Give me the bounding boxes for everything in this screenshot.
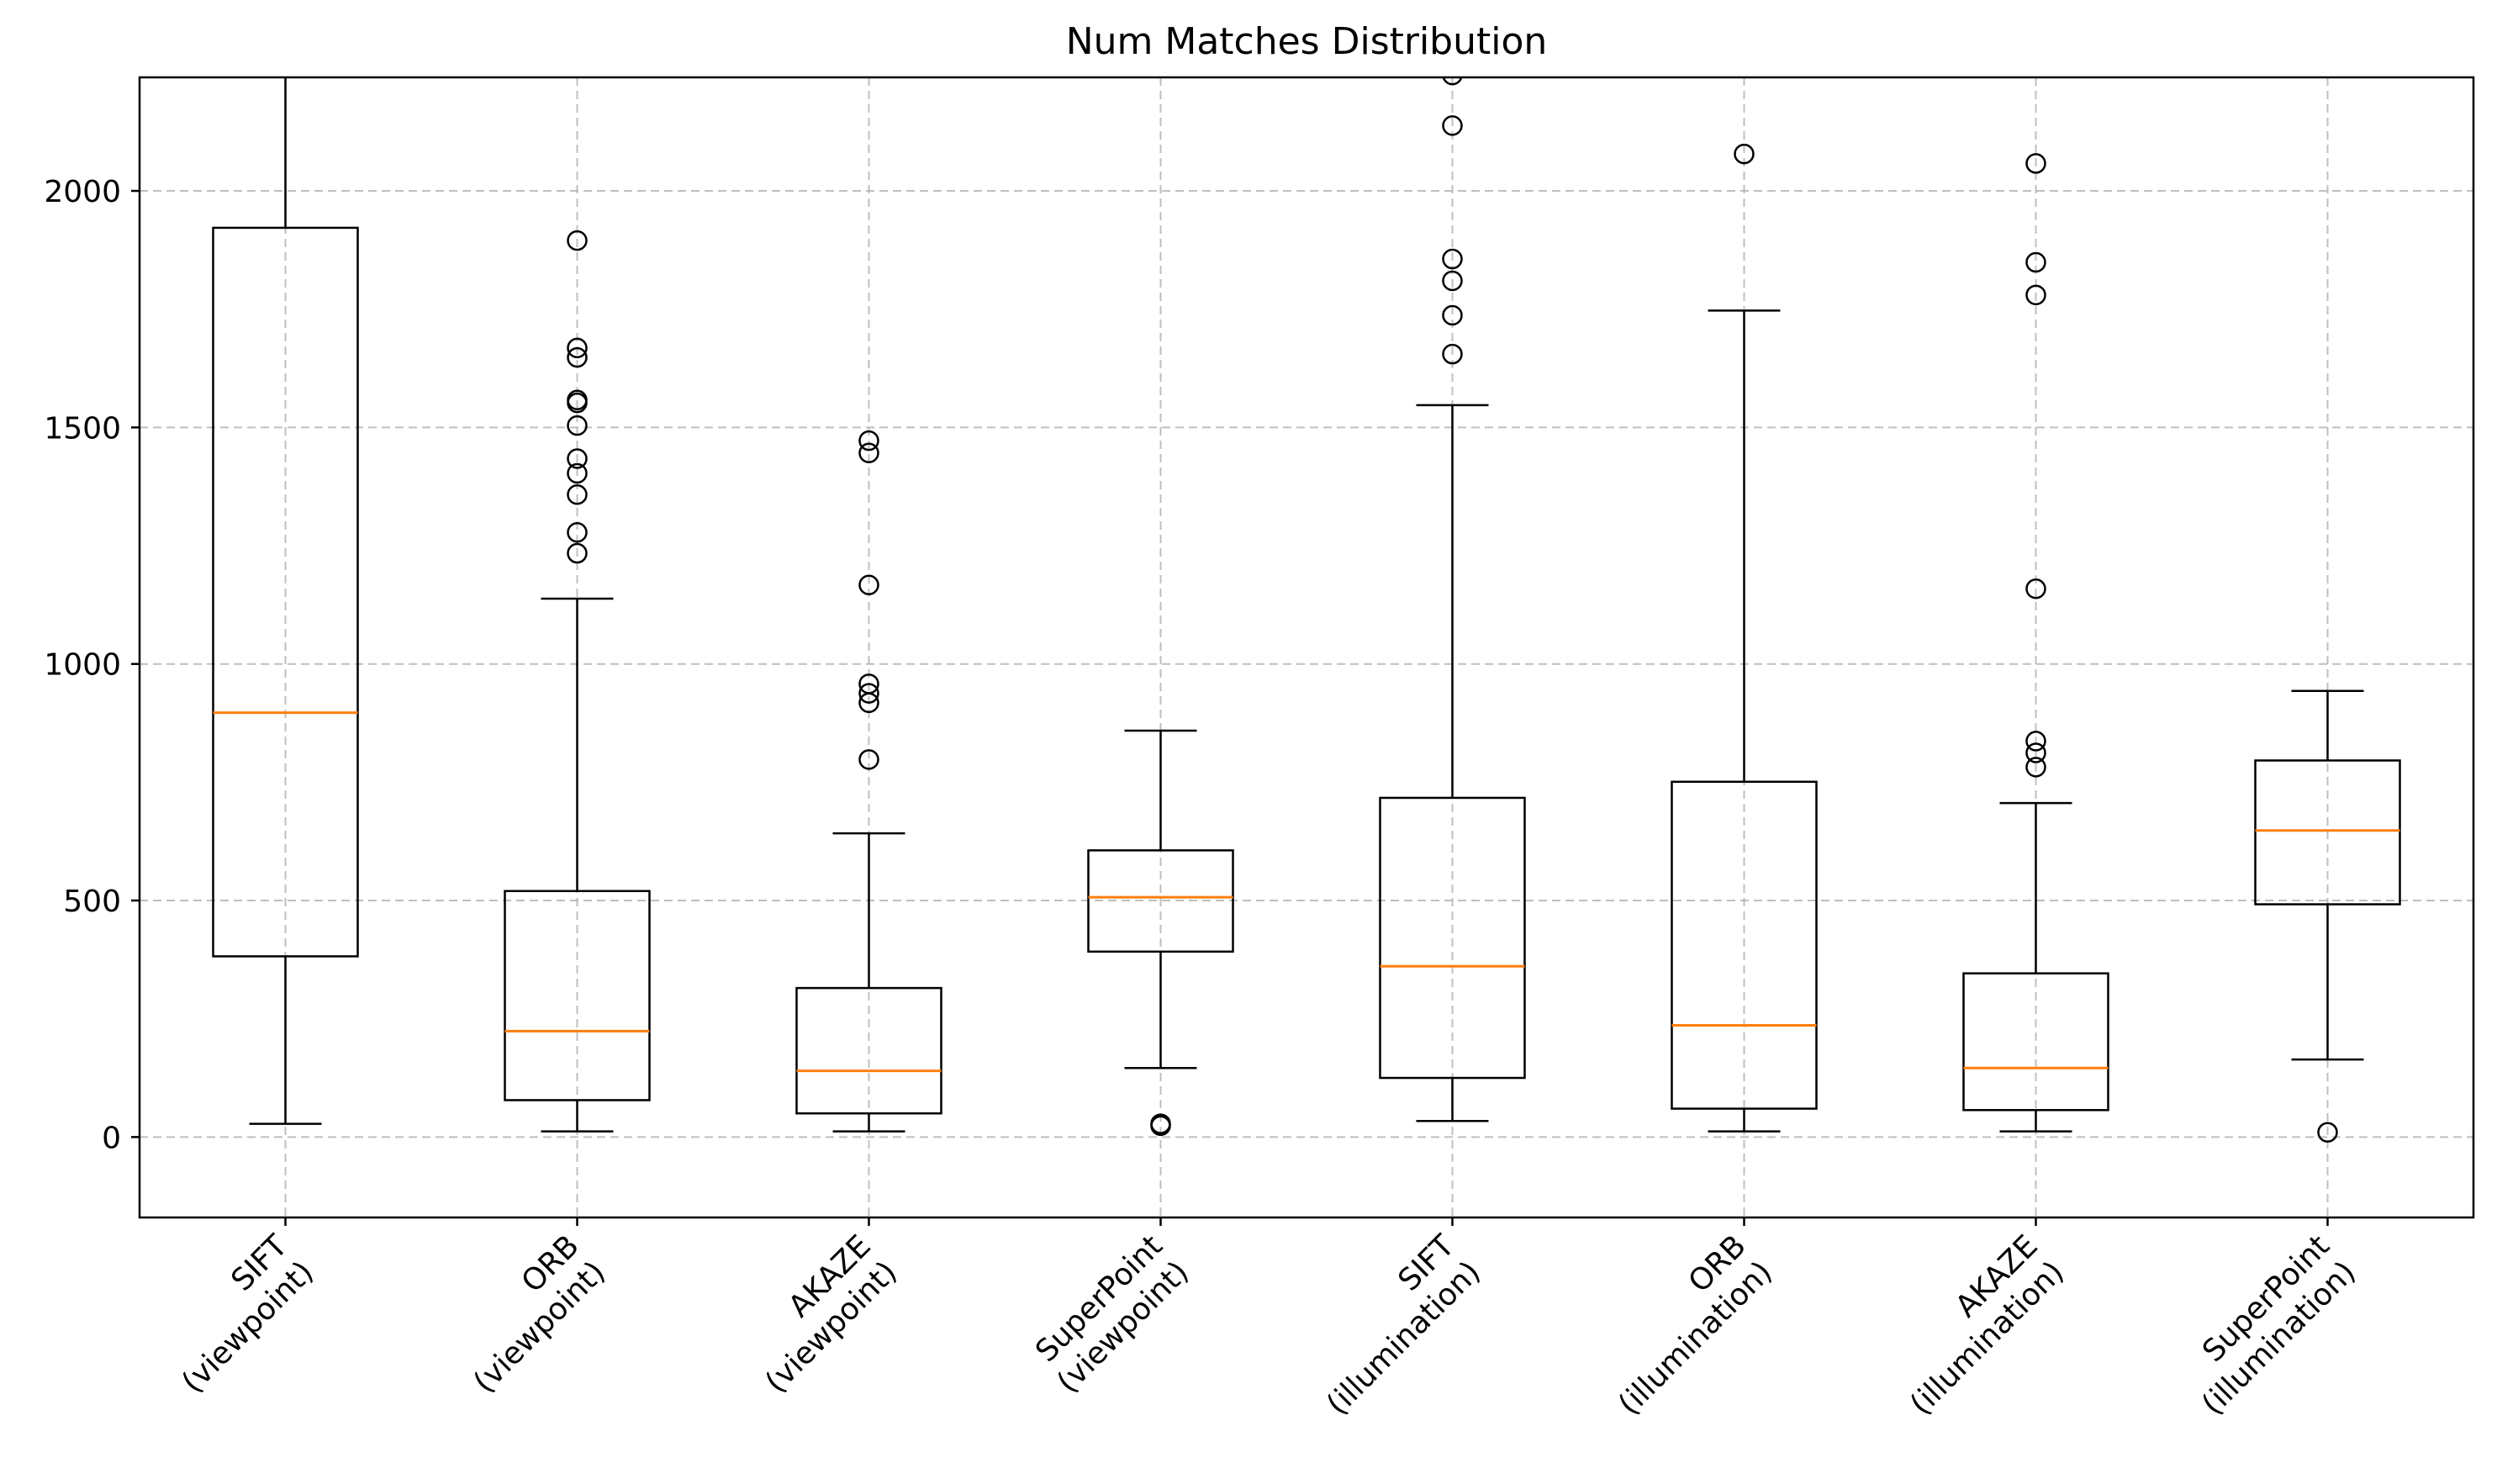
flier-point — [858, 574, 879, 595]
box-iqr — [1379, 796, 1526, 1080]
flier-point — [2317, 1122, 2338, 1143]
flier-point — [858, 683, 879, 704]
x-tick-label: SIFT(illumination) — [1294, 1228, 1487, 1422]
box-group — [2254, 689, 2401, 1143]
flier-point — [858, 430, 879, 452]
axes-frame — [138, 76, 2475, 1219]
plot-area — [212, 77, 2401, 1143]
flier-point — [567, 542, 588, 564]
flier-point — [567, 337, 588, 359]
x-tick-label: ORB(viewpoint) — [441, 1228, 612, 1400]
y-tick-label: 1500 — [44, 411, 121, 446]
flier-point — [567, 346, 588, 368]
flier-point — [1442, 304, 1463, 326]
box-iqr — [795, 986, 942, 1115]
flier-point — [1442, 77, 1463, 86]
y-tick-label: 500 — [63, 885, 121, 919]
box-iqr — [212, 226, 359, 958]
y-tick-label: 0 — [102, 1121, 121, 1155]
flier-point — [567, 462, 588, 484]
chart-title: Num Matches Distribution — [1066, 20, 1548, 63]
box-iqr — [504, 890, 651, 1101]
flier-point — [2025, 731, 2046, 752]
flier-point — [567, 448, 588, 469]
flier-point — [858, 442, 879, 463]
box-group — [1087, 729, 1234, 1137]
flier-point — [567, 415, 588, 436]
flier-point — [2025, 757, 2046, 778]
box-iqr — [1671, 780, 1818, 1110]
box-group — [212, 77, 359, 1125]
box-group — [504, 230, 651, 1133]
flier-point — [1442, 343, 1463, 365]
x-tick-label: AKAZE(viewpoint) — [732, 1228, 904, 1400]
flier-point — [2025, 742, 2046, 763]
grid-lines — [140, 77, 2473, 1217]
y-tick-label: 2000 — [44, 175, 121, 209]
flier-point — [858, 673, 879, 694]
x-tick-label: SIFT(viewpoint) — [149, 1228, 320, 1400]
flier-point — [1442, 270, 1463, 292]
flier-point — [567, 230, 588, 251]
flier-point — [2025, 251, 2046, 273]
x-tick-label: SuperPoint(viewpoint) — [1024, 1228, 1196, 1400]
x-tick-label: SuperPoint(illumination) — [2169, 1228, 2362, 1422]
flier-point — [1442, 248, 1463, 270]
x-tick-label: AKAZE(illumination) — [1877, 1228, 2071, 1422]
box-group — [1379, 77, 1526, 1122]
flier-point — [1442, 115, 1463, 136]
flier-point — [858, 749, 879, 770]
box-iqr — [1962, 972, 2109, 1112]
box-iqr — [2254, 759, 2401, 906]
flier-point — [567, 484, 588, 505]
box-iqr — [1087, 849, 1234, 953]
box-group — [1671, 143, 1818, 1133]
flier-point — [1150, 1113, 1171, 1134]
flier-point — [567, 389, 588, 410]
flier-point — [567, 522, 588, 543]
x-tick-label: ORB(illumination) — [1586, 1228, 1779, 1422]
flier-point — [2025, 153, 2046, 174]
box-group — [1962, 153, 2109, 1133]
y-tick-label: 1000 — [44, 648, 121, 683]
flier-point — [2025, 284, 2046, 306]
axes: 0 500 1000 1500 2000 SIFT(viewpoint) ORB(viewp… — [44, 175, 2362, 1422]
flier-point — [2025, 578, 2046, 599]
flier-point — [1734, 143, 1755, 165]
box-group — [795, 430, 942, 1133]
